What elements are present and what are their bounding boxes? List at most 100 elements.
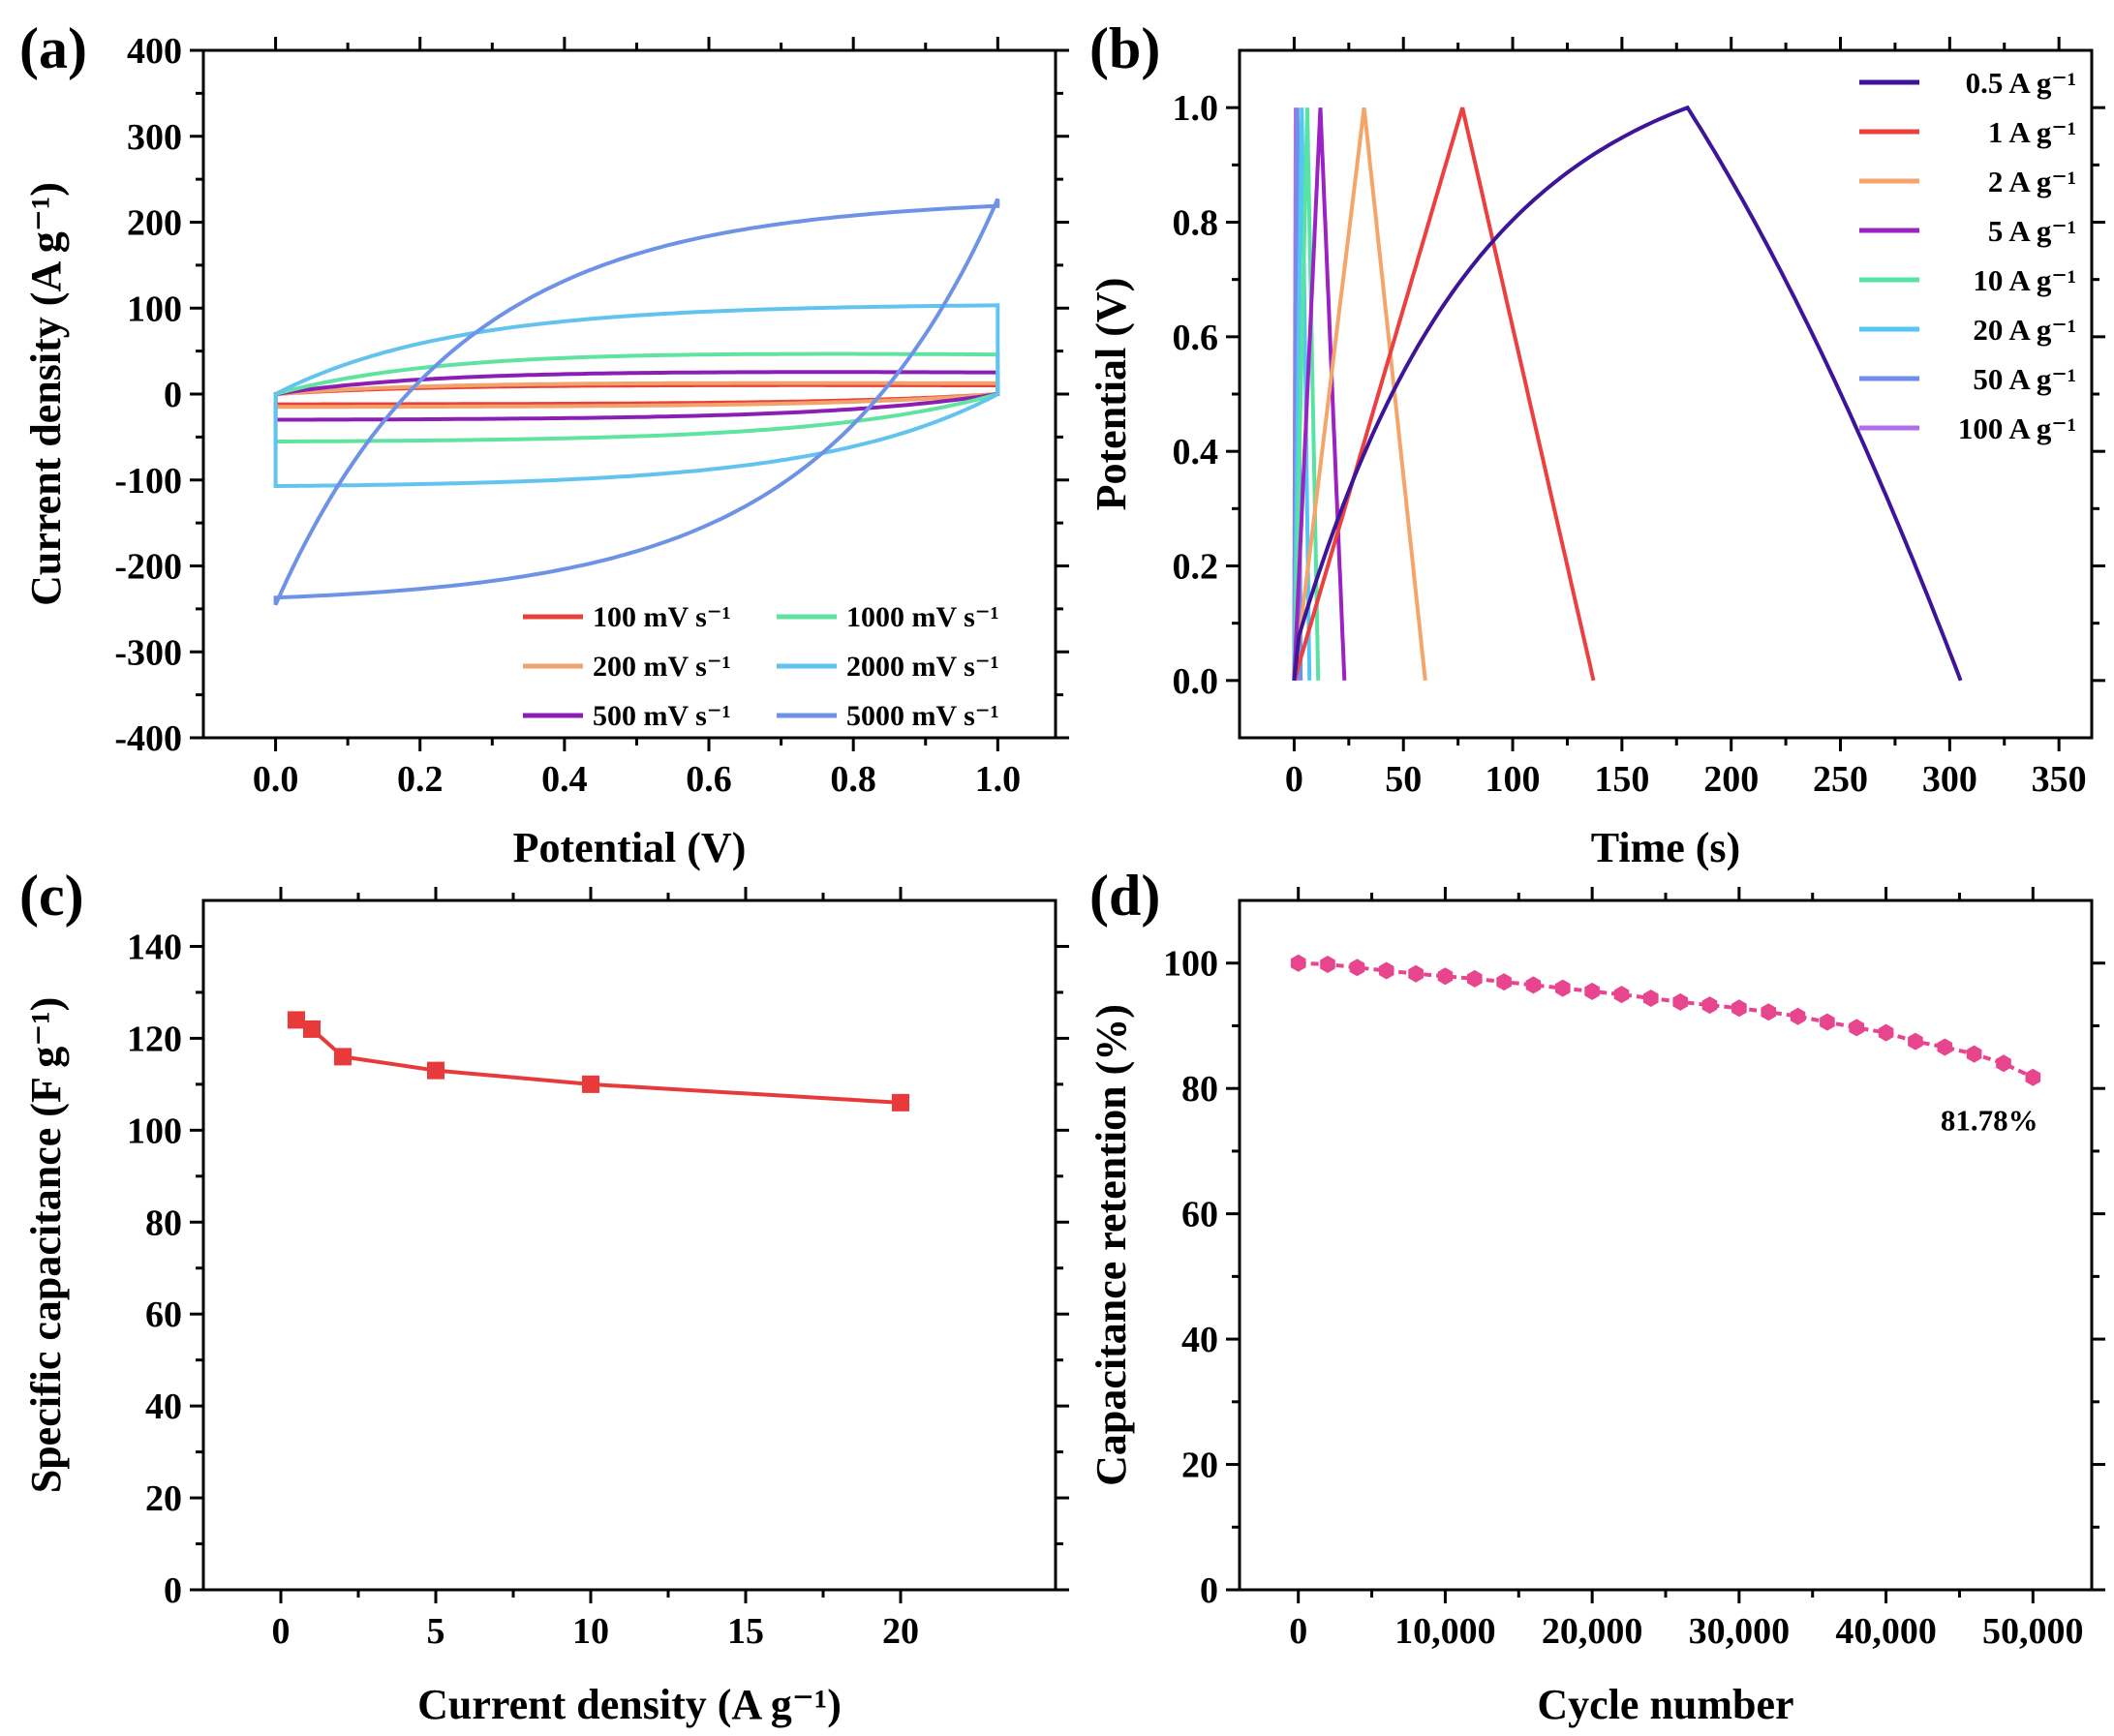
retention-point: [1378, 961, 1394, 980]
panel-a-ytick-label: -100: [114, 461, 182, 502]
legend-a-label: 2000 mV s⁻¹: [846, 651, 999, 683]
panel-c-ytick-label: 20: [145, 1478, 182, 1519]
retention-point: [1701, 996, 1718, 1015]
legend-a-label: 100 mV s⁻¹: [593, 601, 731, 633]
panel-d-tag: (d): [1089, 864, 1160, 928]
panel-b-xtick-label: 100: [1486, 759, 1541, 800]
capacitance-point: [334, 1048, 352, 1066]
panel-d-xtick-label: 30,000: [1689, 1611, 1791, 1652]
panel-d-ytick-label: 80: [1181, 1069, 1218, 1110]
retention-point: [1966, 1045, 1982, 1063]
retention-line: [1298, 960, 2035, 1080]
retention-point: [1613, 986, 1630, 1004]
panel-c-ytick-label: 0: [164, 1570, 182, 1611]
panel-a-ytick-label: -400: [114, 718, 182, 759]
retention-point: [1525, 976, 1542, 994]
panel-a-ytick-label: 200: [127, 203, 182, 244]
legend-a-label: 5000 mV s⁻¹: [846, 700, 999, 732]
capacitance-point: [892, 1093, 909, 1112]
panel-b-gcd-chart: (b) 0 50 100 150 200 250 300 350 1.0 0.8 0.6 0.4 0.2…: [1088, 16, 2105, 871]
panel-c-ytick-label: 80: [145, 1203, 182, 1243]
retention-point: [1731, 999, 1747, 1018]
retention-point: [1408, 964, 1424, 983]
panel-d-xtick-label: 20,000: [1542, 1611, 1643, 1652]
panel-b-plot: [1292, 105, 1963, 682]
panel-c-ytick-label: 60: [145, 1294, 182, 1335]
panel-a-xtick-label: 0.4: [541, 759, 588, 800]
retention-point: [1996, 1054, 2011, 1073]
panel-d-ticks: 0 10,000 20,000 30,000 40,000 50,000 100 80 60 40…: [1163, 887, 2105, 1652]
panel-c-xtick-label: 20: [882, 1611, 919, 1652]
legend-b-label: 10 A g⁻¹: [1973, 263, 2076, 297]
retention-point: [2025, 1068, 2041, 1086]
gcd-curve-3: [1292, 107, 1347, 681]
panel-a-ytick-label: 300: [127, 117, 182, 158]
legend-b-label: 2 A g⁻¹: [1988, 165, 2076, 198]
legend-a-label: 200 mV s⁻¹: [593, 651, 731, 683]
retention-point: [1467, 969, 1483, 988]
panel-b-xtick-label: 0: [1285, 759, 1303, 800]
panel-a-xtick-label: 0.2: [397, 759, 444, 800]
panel-a-ylabel: Current density (A g⁻¹): [22, 182, 70, 606]
panel-c-xtick-label: 0: [272, 1611, 291, 1652]
retention-point: [1496, 973, 1512, 991]
retention-point: [1643, 990, 1659, 1007]
capacitance-point: [288, 1011, 305, 1029]
retention-point: [1349, 959, 1365, 977]
panel-b-ytick-label: 1.0: [1173, 88, 1219, 129]
panel-a-xtick-label: 0.6: [686, 759, 732, 800]
retention-point: [1761, 1003, 1776, 1021]
panel-d-ytick-label: 20: [1181, 1446, 1218, 1486]
gcd-curve-4: [1292, 107, 1321, 681]
panel-d-annotation: 81.78%: [1941, 1104, 2038, 1138]
cv-loop-2: [273, 370, 1000, 422]
panel-a-legend: 100 mV s⁻¹ 1000 mV s⁻¹ 200 mV s⁻¹ 2000 mV s…: [523, 601, 999, 732]
panel-a-xlabel: Potential (V): [513, 824, 747, 871]
panel-b-ytick-label: 0.2: [1173, 547, 1219, 588]
panel-b-xtick-label: 300: [1922, 759, 1977, 800]
panel-b-ytick-label: 0.0: [1173, 661, 1219, 702]
panel-c-xtick-label: 5: [427, 1611, 445, 1652]
panel-b-xtick-label: 50: [1385, 759, 1422, 800]
panel-a-ticks: 0.0 0.2 0.4 0.6 0.8 1.0 400 300 200 100 0 -100 -200 -…: [114, 31, 1069, 800]
gcd-curve-0: [1292, 105, 1963, 682]
panel-c-xlabel: Current density (A g⁻¹): [417, 1681, 842, 1728]
panel-a-ytick-label: -200: [114, 547, 182, 588]
legend-b-label: 0.5 A g⁻¹: [1966, 66, 2076, 100]
legend-b-label: 1 A g⁻¹: [1988, 115, 2076, 149]
retention-point: [1290, 954, 1306, 972]
panel-d-ylabel: Capacitance retention (%): [1088, 1004, 1135, 1486]
retention-point: [1437, 967, 1454, 986]
panel-c-xtick-label: 15: [727, 1611, 764, 1652]
cv-loop-4: [273, 303, 1000, 488]
panel-b-xtick-label: 150: [1594, 759, 1649, 800]
cv-loop-5: [273, 198, 1000, 606]
panel-b-xtick-label: 250: [1813, 759, 1868, 800]
panel-d-xlabel: Cycle number: [1537, 1681, 1793, 1728]
panel-a-xtick-label: 0.8: [830, 759, 876, 800]
retention-point: [1555, 979, 1571, 997]
panel-c-tag: (c): [19, 864, 84, 928]
panel-d-plot: [1290, 954, 2041, 1086]
panel-c-ylabel: Specific capacitance (F g⁻¹): [22, 997, 70, 1494]
panel-d-ytick-label: 40: [1181, 1320, 1218, 1360]
panel-d-xtick-label: 0: [1289, 1611, 1307, 1652]
panel-b-ytick-label: 0.8: [1173, 203, 1219, 244]
panel-b-legend: 0.5 A g⁻¹ 1 A g⁻¹ 2 A g⁻¹ 5 A g⁻¹ 10 A g⁻¹ 20…: [1859, 66, 2076, 445]
legend-b-label: 100 A g⁻¹: [1958, 411, 2076, 445]
panel-b-ylabel: Potential (V): [1088, 278, 1135, 511]
panel-c-capacitance-chart: (c) 0 5 10 15 20 140 120 100 80 60 40 20 0 Current d…: [19, 864, 1069, 1728]
panel-b-ytick-label: 0.6: [1173, 318, 1219, 358]
panel-c-ytick-label: 140: [127, 927, 182, 967]
legend-b-label: 5 A g⁻¹: [1988, 214, 2076, 248]
legend-a-label: 500 mV s⁻¹: [593, 700, 731, 732]
panel-a-tag: (a): [19, 16, 87, 80]
panel-b-xlabel: Time (s): [1591, 824, 1740, 871]
panel-c-ticks: 0 5 10 15 20 140 120 100 80 60 40 20 0: [127, 887, 1069, 1652]
capacitance-point: [582, 1075, 599, 1093]
panel-d-frame: [1238, 898, 2094, 1592]
panel-a-ytick-label: 400: [127, 31, 182, 72]
panel-a-ytick-label: 0: [164, 375, 182, 415]
panel-d-xtick-label: 10,000: [1394, 1611, 1496, 1652]
panel-c-xtick-label: 10: [572, 1611, 609, 1652]
